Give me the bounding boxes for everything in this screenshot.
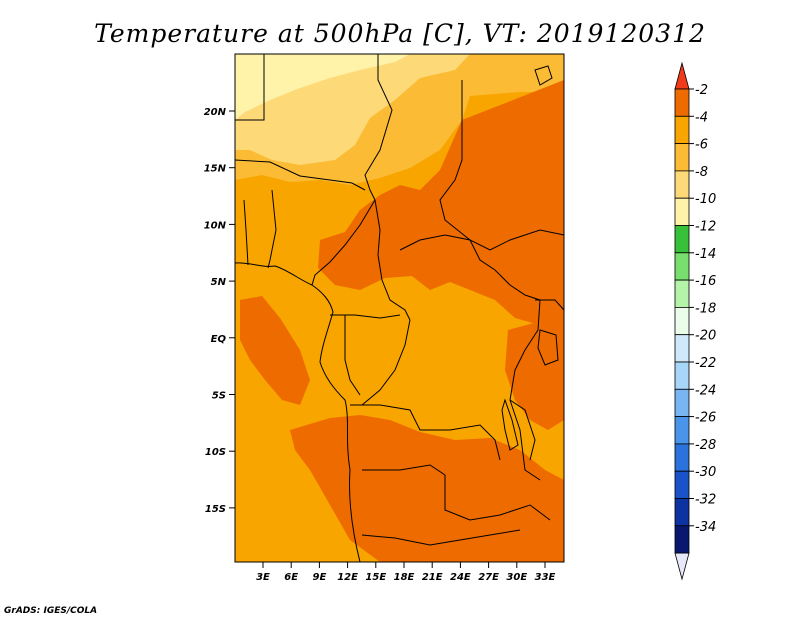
colorbar-label: -26	[695, 411, 716, 426]
colorbar-swatch	[674, 197, 690, 226]
colorbar: -2 -4 -6 -8 -10 -12 -14 -16 -18 -20 -22 -24 -26 -28 -3…	[674, 61, 716, 581]
map-title: Temperature at 500hPa [C], VT: 201912031…	[94, 19, 706, 48]
colorbar-label: -10	[695, 192, 716, 207]
lat-tick-label: 15N	[204, 164, 227, 175]
lon-tick-label: 21E	[422, 572, 443, 583]
colorbar-swatch	[674, 498, 690, 527]
latitude-axis: 20N 15N 10N 5N EQ 5S 10S 15S	[204, 107, 235, 515]
border-togo	[243, 199, 249, 266]
lake-tanganyika	[501, 398, 519, 451]
colorbar-swatch	[674, 143, 690, 172]
colorbar-swatch	[674, 443, 690, 472]
lon-tick-label: 15E	[365, 572, 386, 583]
border-angola-drc	[350, 404, 501, 461]
border-cameroon-car	[374, 199, 411, 321]
border-namibia-angola	[361, 529, 521, 546]
lat-tick-label: 5S	[212, 391, 226, 402]
colorbar-label: -8	[695, 165, 708, 180]
colorbar-label: -20	[695, 329, 716, 344]
lon-tick-label: 9E	[313, 572, 327, 583]
colorbar-swatch	[674, 361, 690, 390]
colorbar-swatch	[674, 416, 690, 445]
lat-tick-label: 10S	[205, 447, 226, 458]
border-uganda	[535, 299, 565, 311]
colorbar-label: -14	[695, 247, 716, 262]
colorbar-swatch	[674, 115, 690, 145]
field-deep-west	[240, 296, 310, 405]
border-niger-nigeria	[234, 159, 366, 191]
colorbar-swatch	[674, 306, 690, 336]
red-sea-coast	[534, 65, 553, 86]
colorbar-label: -16	[695, 274, 716, 289]
colorbar-swatch	[674, 279, 690, 308]
field-deep-south	[290, 415, 564, 562]
colorbar-swatch	[674, 88, 690, 117]
colorbar-label: -32	[695, 493, 716, 508]
country-borders	[234, 54, 565, 563]
field-palest	[235, 54, 410, 120]
border-eq-guinea-gabon	[330, 314, 401, 319]
lon-tick-label: 3E	[256, 572, 270, 583]
colorbar-swatch	[674, 388, 690, 417]
border-angola-zambia	[362, 464, 551, 521]
colorbar-label: -22	[695, 356, 716, 371]
lat-tick-label: EQ	[211, 334, 227, 345]
coastline	[234, 262, 361, 563]
lake-victoria	[537, 329, 559, 366]
colorbar-label: -18	[695, 301, 716, 316]
lon-tick-label: 30E	[506, 572, 527, 583]
colorbar-swatch	[674, 225, 690, 254]
lat-tick-label: 15S	[205, 504, 226, 515]
colorbar-swatch	[674, 170, 690, 199]
lon-tick-label: 33E	[535, 572, 556, 583]
colorbar-label: -4	[695, 110, 708, 125]
colorbar-bottom-triangle	[674, 552, 690, 581]
colorbar-label: -12	[695, 220, 716, 235]
colorbar-label: -24	[695, 383, 716, 398]
lon-tick-label: 6E	[284, 572, 298, 583]
colorbar-swatch	[674, 470, 690, 499]
credit-label: GrADS: IGES/COLA	[4, 606, 97, 616]
border-nigeria-cameroon	[311, 199, 376, 286]
map-frame	[234, 53, 565, 563]
lat-tick-label: 5N	[211, 277, 227, 288]
border-sudan-chad-car	[439, 80, 565, 251]
border-car-drc	[399, 234, 541, 301]
lat-tick-label: 20N	[204, 107, 227, 118]
colorbar-swatch	[674, 525, 690, 554]
border-lake-tanganyika	[509, 399, 536, 461]
lon-tick-label: 12E	[337, 572, 358, 583]
lon-tick-label: 24E	[450, 572, 471, 583]
longitude-axis: 3E 6E 9E 12E 15E 18E 21E 24E 27E 30E 33E	[256, 562, 556, 583]
map-panel: 20N 15N 10N 5N EQ 5S 10S 15S 3E 6E 9E 12E 15E 18E 21E…	[204, 53, 565, 583]
border-benin-nigeria	[267, 189, 277, 269]
field-deep-lakes	[505, 320, 564, 430]
colorbar-label: -28	[695, 438, 716, 453]
border-congo-drc	[361, 319, 411, 406]
colorbar-swatch	[674, 334, 690, 363]
colorbar-top-triangle	[674, 61, 690, 90]
colorbar-label: -30	[695, 465, 716, 480]
border-mali-mauritania	[235, 54, 265, 121]
colorbar-label: -2	[695, 83, 708, 98]
border-drc-east	[509, 299, 541, 481]
border-niger-chad	[364, 54, 393, 201]
colorbar-swatch	[674, 252, 690, 281]
border-gabon-congo	[344, 315, 361, 396]
colorbar-label: -34	[695, 520, 716, 535]
lat-tick-label: 10N	[204, 220, 227, 231]
lon-tick-label: 27E	[478, 572, 499, 583]
colorbar-label: -6	[695, 138, 708, 153]
lon-tick-label: 18E	[394, 572, 415, 583]
